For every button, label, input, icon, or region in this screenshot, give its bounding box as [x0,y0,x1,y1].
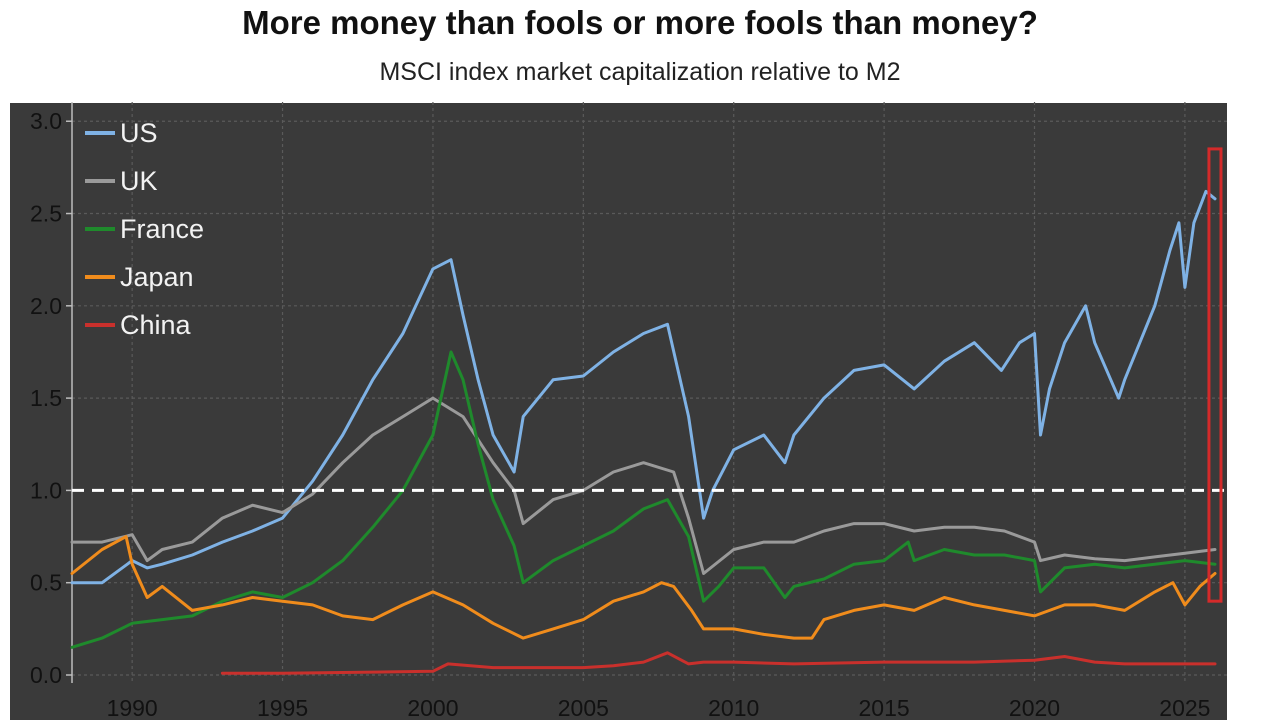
x-tick-label-1990: 1990 [107,695,158,720]
x-tick-label-2000: 2000 [407,695,458,720]
y-tick-label-3.0: 3.0 [30,108,62,134]
y-tick-label-1.0: 1.0 [30,477,62,503]
y-tick-label-1.5: 1.5 [30,385,62,411]
legend-label-us: US [120,118,158,148]
x-tick-label-1995: 1995 [257,695,308,720]
y-tick-label-0.0: 0.0 [30,662,62,688]
series-line-china [220,651,1217,675]
chart-title: More money than fools or more fools than… [242,4,1038,41]
series-line-japan [70,535,1217,640]
x-tick-label-2015: 2015 [859,695,910,720]
x-tick-label-2010: 2010 [708,695,759,720]
legend-label-china: China [120,310,192,340]
x-tick-label-2005: 2005 [558,695,609,720]
series-line-france [70,350,1217,649]
series-line-uk [70,396,1217,575]
y-tick-label-2.5: 2.5 [30,201,62,227]
plot-panel [10,103,1227,720]
x-tick-label-2025: 2025 [1159,695,1210,720]
legend-label-france: France [120,214,204,244]
y-tick-label-2.0: 2.0 [30,293,62,319]
highlight-box [1207,147,1223,603]
series-line-us [70,189,1217,585]
chart-subtitle: MSCI index market capitalization relativ… [379,58,901,86]
x-tick-label-2020: 2020 [1009,695,1060,720]
legend-label-japan: Japan [120,262,194,292]
y-tick-label-0.5: 0.5 [30,570,62,596]
legend-label-uk: UK [120,166,158,196]
